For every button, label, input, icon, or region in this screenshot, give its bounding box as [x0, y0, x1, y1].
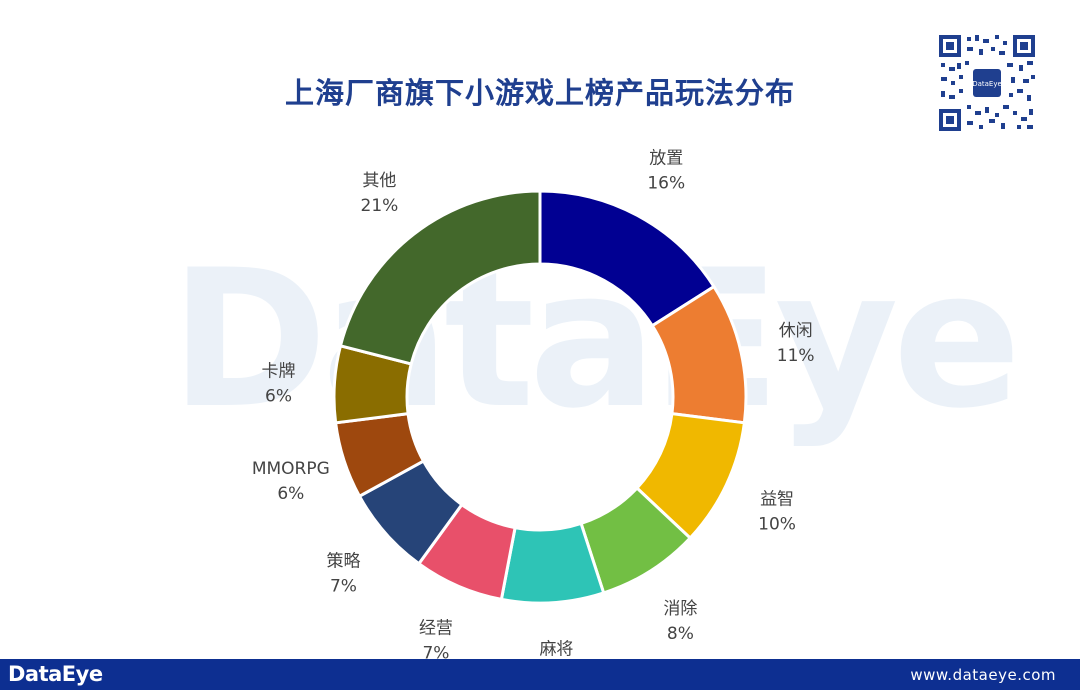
slice-label-策略: 策略	[326, 551, 360, 571]
slice-percent-经营: 7%	[422, 643, 449, 663]
slice-percent-放置: 16%	[647, 173, 685, 193]
qr-code-icon: DataEye	[937, 33, 1037, 133]
slice-label-麻将: 麻将	[539, 639, 573, 659]
chart-slices	[332, 189, 748, 605]
slice-label-放置: 放置	[649, 148, 683, 168]
slice-percent-其他: 21%	[361, 196, 399, 216]
slice-percent-MMORPG: 6%	[277, 484, 304, 504]
footer-logo: DataEye	[8, 662, 103, 686]
slice-其他	[338, 189, 542, 366]
slice-label-MMORPG: MMORPG	[252, 459, 330, 479]
slice-percent-消除: 8%	[667, 624, 694, 644]
slice-label-经营: 经营	[419, 618, 453, 638]
slice-label-休闲: 休闲	[779, 321, 813, 341]
page-title: 上海厂商旗下小游戏上榜产品玩法分布	[284, 76, 795, 110]
slice-label-消除: 消除	[663, 599, 697, 619]
slice-label-卡牌: 卡牌	[262, 362, 296, 382]
footer-url[interactable]: www.dataeye.com	[910, 666, 1056, 684]
slice-label-益智: 益智	[760, 490, 794, 510]
footer-bar: DataEye www.dataeye.com	[0, 659, 1080, 690]
slice-percent-策略: 7%	[330, 576, 357, 596]
slice-percent-休闲: 11%	[777, 346, 815, 366]
chart-labels: 放置16%休闲11%益智10%消除8%麻将8%经营7%策略7%MMORPG6%卡…	[252, 148, 815, 684]
svg-text:DataEye: DataEye	[972, 80, 1002, 88]
slice-percent-卡牌: 6%	[265, 387, 292, 407]
slice-percent-益智: 10%	[758, 515, 796, 535]
slice-label-其他: 其他	[362, 171, 396, 191]
